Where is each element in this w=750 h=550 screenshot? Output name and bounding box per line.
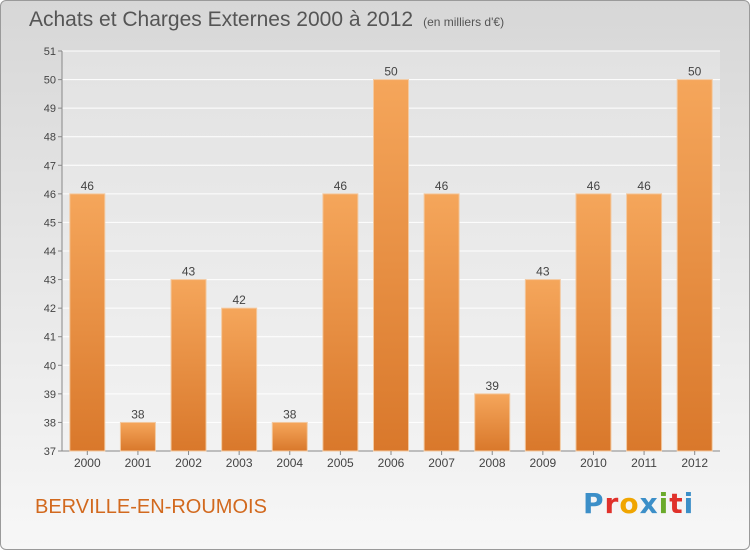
chart-unit: (en milliers d'€) <box>423 15 505 29</box>
data-label: 43 <box>536 265 550 279</box>
y-tick-label: 45 <box>44 217 56 229</box>
x-tick-label: 2003 <box>226 456 253 470</box>
x-tick-label: 2005 <box>327 456 354 470</box>
logo-letter: o <box>619 487 640 520</box>
bar <box>221 307 258 452</box>
data-label: 38 <box>283 407 297 421</box>
bar <box>119 421 156 452</box>
x-tick-label: 2012 <box>681 456 708 470</box>
data-label: 39 <box>486 379 500 393</box>
data-label: 50 <box>384 65 398 79</box>
logo-letter: x <box>639 487 659 520</box>
y-tick-label: 39 <box>44 389 56 401</box>
bar <box>373 79 409 452</box>
x-tick-label: 2000 <box>74 456 101 470</box>
logo-letter: t <box>669 487 684 520</box>
chart-title-text: Achats et Charges Externes 2000 à 2012 <box>29 8 414 31</box>
y-tick-label: 49 <box>44 103 56 115</box>
x-tick-label: 2001 <box>125 456 152 470</box>
data-label: 38 <box>131 407 145 421</box>
x-tick-label: 2006 <box>378 456 405 470</box>
proxiti-logo: Proxiti <box>583 487 694 520</box>
bar <box>474 393 511 452</box>
bar <box>322 193 359 452</box>
data-label: 46 <box>334 179 348 193</box>
x-tick-label: 2008 <box>479 456 506 470</box>
x-tick-label: 2004 <box>276 456 303 470</box>
bar <box>423 193 460 452</box>
data-label: 46 <box>637 179 651 193</box>
x-tick-label: 2010 <box>580 456 607 470</box>
bar <box>626 193 663 452</box>
bar <box>170 279 207 452</box>
y-tick-label: 38 <box>44 417 56 429</box>
x-tick-label: 2009 <box>529 456 556 470</box>
y-tick-label: 50 <box>44 75 56 87</box>
y-tick-label: 46 <box>44 189 56 201</box>
y-tick-label: 40 <box>44 360 56 372</box>
bar <box>524 279 561 452</box>
bar <box>271 421 308 452</box>
x-tick-label: 2011 <box>631 456 657 470</box>
data-label: 46 <box>81 179 95 193</box>
y-tick-label: 41 <box>44 332 56 344</box>
y-tick-label: 51 <box>44 46 56 58</box>
y-tick-label: 44 <box>44 246 56 258</box>
data-label: 50 <box>688 65 702 79</box>
logo-letter: i <box>658 487 670 520</box>
logo-letter: i <box>683 487 695 520</box>
chart-title: Achats et Charges Externes 2000 à 2012 (e… <box>29 8 504 32</box>
logo-letter: P <box>583 487 605 520</box>
y-tick-label: 43 <box>44 275 56 287</box>
bar <box>676 79 713 452</box>
data-label: 42 <box>232 293 246 307</box>
bar <box>69 193 106 452</box>
x-tick-label: 2007 <box>428 456 455 470</box>
x-tick-label: 2002 <box>175 456 202 470</box>
data-label: 43 <box>182 265 196 279</box>
y-tick-label: 47 <box>44 160 56 172</box>
y-tick-label: 42 <box>44 303 56 315</box>
bar <box>575 193 612 452</box>
data-label: 46 <box>435 179 449 193</box>
y-tick-label: 48 <box>44 132 56 144</box>
logo-letter: r <box>604 487 620 520</box>
data-label: 46 <box>587 179 601 193</box>
y-tick-label: 37 <box>44 446 56 458</box>
town-name: BERVILLE-EN-ROUMOIS <box>35 496 267 518</box>
